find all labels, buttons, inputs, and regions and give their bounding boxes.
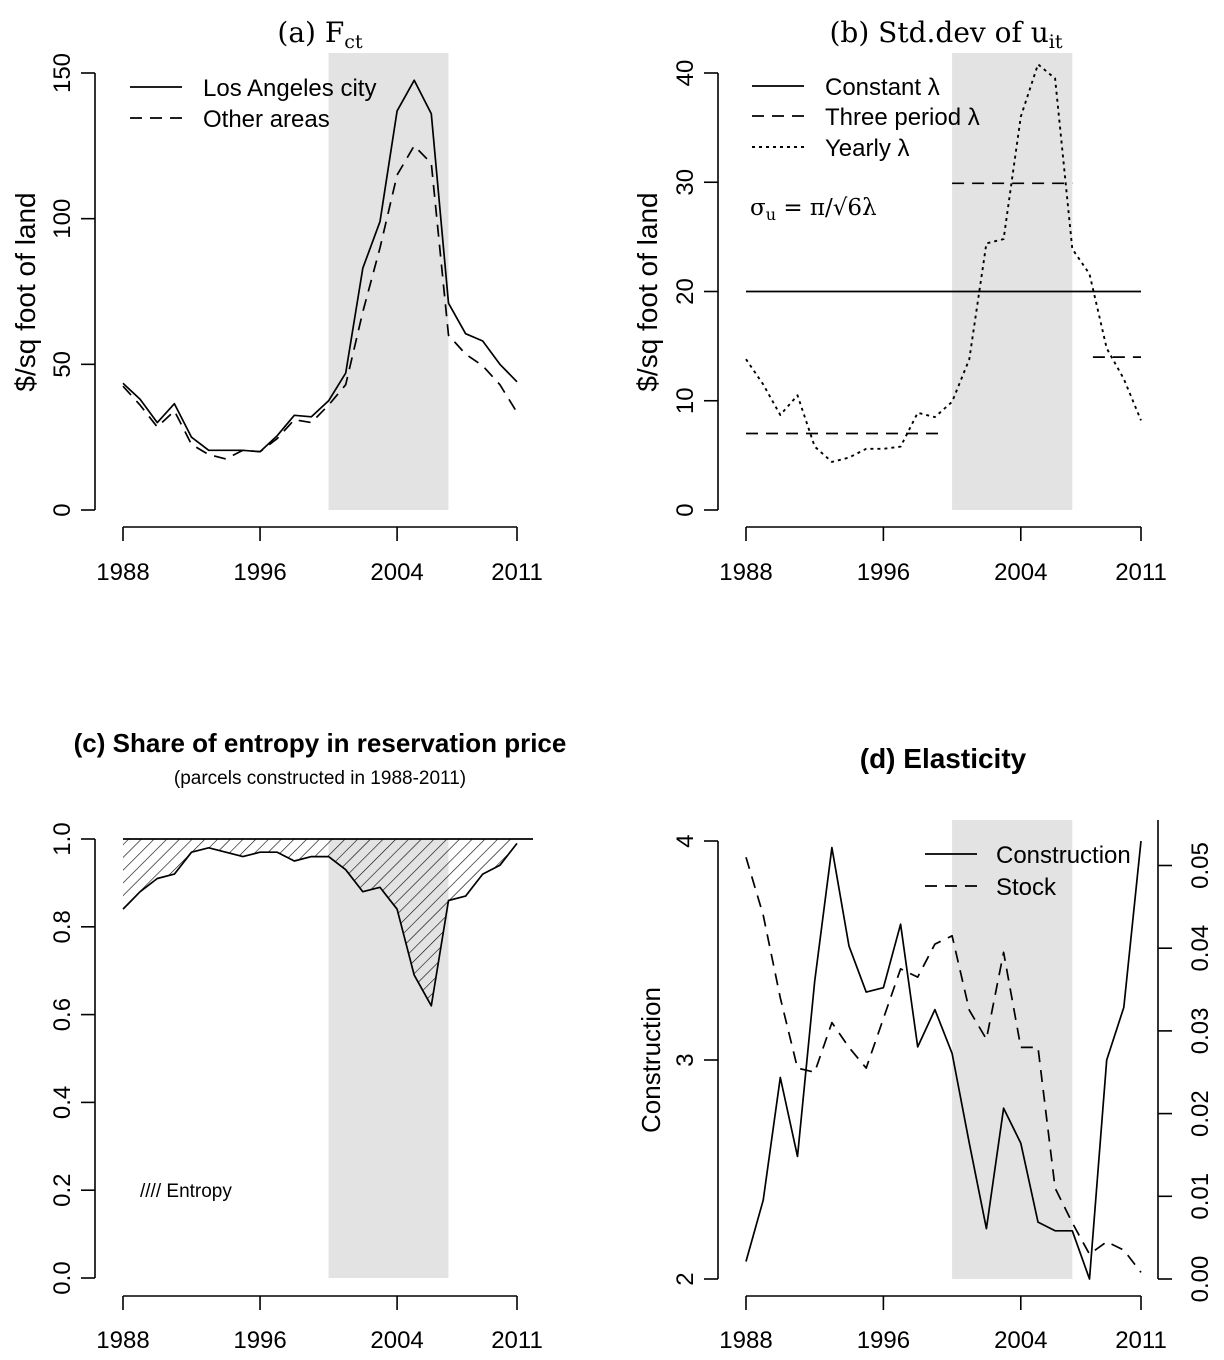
- legend-entropy: //// Entropy: [140, 1181, 232, 1202]
- shaded-period: [328, 53, 449, 510]
- chart-title: (c) Share of entropy in reservation pric…: [74, 728, 567, 758]
- y2-tick-label: 0.04: [1187, 925, 1214, 972]
- series-line-construction: [745, 840, 1142, 1280]
- legend-label-los-angeles: Los Angeles city: [203, 75, 376, 102]
- x-tick-label: 1988: [96, 1327, 149, 1354]
- chart-title: (a) Fct: [277, 16, 363, 53]
- y2-tick-label: 0.00: [1187, 1256, 1214, 1303]
- series-line-stock: [745, 856, 1142, 1273]
- x-tick-label: 1996: [857, 1327, 910, 1354]
- y2-tick-label: 0.05: [1187, 842, 1214, 889]
- x-tick-label: 2004: [370, 559, 423, 586]
- x-tick-label: 2011: [491, 559, 543, 586]
- chart-title: (d) Elasticity: [860, 743, 1027, 774]
- y-tick-label: 50: [49, 351, 76, 378]
- chart-subtitle: (parcels constructed in 1988-2011): [174, 768, 466, 789]
- legend-label-stock: Stock: [996, 874, 1057, 901]
- legend-label-construction: Construction: [996, 842, 1131, 869]
- y-tick-label: 100: [49, 199, 76, 239]
- y-tick-label: 0: [672, 503, 699, 516]
- panel-a: (a) Fct $/sq foot of land Los Angeles ci…: [10, 16, 543, 586]
- x-tick-label: 2004: [994, 559, 1047, 586]
- panel-c: (c) Share of entropy in reservation pric…: [49, 728, 566, 1354]
- y-tick-label: 0.0: [49, 1261, 76, 1294]
- legend-label-other-areas: Other areas: [203, 106, 330, 133]
- y-tick-label: 2: [672, 1272, 699, 1285]
- panel-b: (b) Std.dev of uit $/sq foot of land Con…: [632, 16, 1167, 586]
- x-tick-label: 2011: [1115, 1327, 1167, 1354]
- y-tick-label: 0.8: [49, 910, 76, 943]
- y-tick-label: 20: [672, 278, 699, 305]
- x-tick-label: 2004: [994, 1327, 1047, 1354]
- chart-title: (b) Std.dev of uit: [829, 16, 1062, 53]
- series-line-los-angeles: [122, 79, 518, 453]
- y2-tick-label: 0.02: [1187, 1090, 1214, 1137]
- y-axis-label: $/sq foot of land: [632, 192, 663, 391]
- y-tick-label: 0.6: [49, 998, 76, 1031]
- shaded-period: [952, 53, 1073, 510]
- x-tick-label: 2011: [1115, 559, 1167, 586]
- x-tick-label: 2011: [491, 1327, 543, 1354]
- legend-label-three-period: Three period λ: [825, 104, 980, 131]
- shaded-period: [952, 820, 1073, 1279]
- x-tick-label: 1988: [719, 559, 772, 586]
- y-tick-label: 150: [49, 53, 76, 93]
- y-tick-label: 0.4: [49, 1086, 76, 1119]
- y-tick-label: 4: [672, 834, 699, 847]
- x-tick-label: 1996: [233, 559, 286, 586]
- legend-label-constant: Constant λ: [825, 74, 940, 101]
- y2-tick-label: 0.01: [1187, 1173, 1214, 1220]
- x-tick-label: 2004: [370, 1327, 423, 1354]
- x-tick-label: 1996: [857, 559, 910, 586]
- panel-d: (d) Elasticity Construction Construction…: [636, 743, 1214, 1354]
- y-tick-label: 0.2: [49, 1174, 76, 1207]
- x-tick-label: 1988: [719, 1327, 772, 1354]
- series-line-other-areas: [122, 144, 518, 460]
- y-tick-label: 0: [49, 503, 76, 516]
- y-tick-label: 1.0: [49, 822, 76, 855]
- entropy-area: [123, 839, 517, 1006]
- y-axis-label: $/sq foot of land: [10, 192, 41, 391]
- y-tick-label: 30: [672, 169, 699, 196]
- y-tick-label: 10: [672, 387, 699, 414]
- y-axis-label: Construction: [636, 987, 666, 1133]
- legend-label-yearly: Yearly λ: [825, 135, 910, 162]
- series-line-entropy-lower: [122, 842, 518, 1007]
- sigma-formula: σu = π/√6λ: [750, 195, 877, 224]
- x-tick-label: 1988: [96, 559, 149, 586]
- series-line-yearly: [745, 63, 1142, 463]
- y-tick-label: 40: [672, 60, 699, 87]
- y-tick-label: 3: [672, 1053, 699, 1066]
- x-tick-label: 1996: [233, 1327, 286, 1354]
- y2-tick-label: 0.03: [1187, 1008, 1214, 1055]
